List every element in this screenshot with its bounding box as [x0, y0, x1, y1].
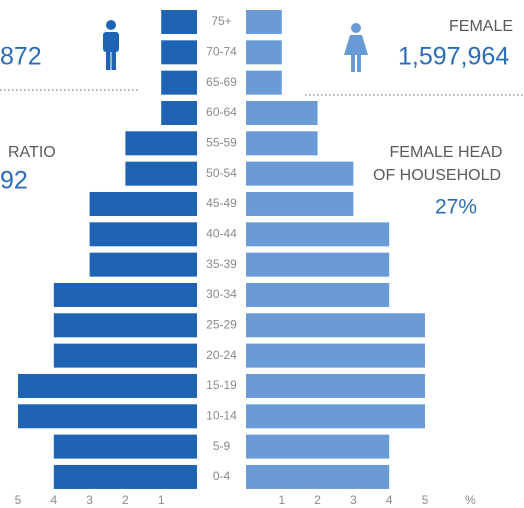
female-label: FEMALE	[449, 18, 513, 35]
male-total: 872	[0, 43, 42, 71]
x-tick-label: 1	[278, 493, 285, 507]
bar	[246, 70, 282, 95]
bar	[53, 313, 197, 338]
bar	[246, 464, 390, 489]
bar	[125, 161, 197, 186]
x-tick-label: 2	[314, 493, 321, 507]
x-tick-label: 1	[158, 493, 165, 507]
female-total: 1,597,964	[398, 43, 509, 71]
age-label: 65-69	[206, 75, 237, 89]
x-tick-label: 5	[422, 493, 429, 507]
ratio-label: RATIO	[8, 144, 56, 161]
age-label: 15-19	[206, 378, 237, 392]
age-label: 0-4	[213, 469, 231, 483]
bar	[18, 373, 197, 398]
age-label: 35-39	[206, 257, 237, 271]
bar	[246, 313, 425, 338]
age-label: 5-9	[213, 439, 231, 453]
x-tick-label: 5	[15, 493, 22, 507]
bar	[246, 40, 282, 65]
female-icon	[344, 23, 368, 72]
age-label: 45-49	[206, 196, 237, 210]
bar	[18, 404, 197, 429]
bar	[246, 161, 354, 186]
x-tick-label: 2	[122, 493, 129, 507]
age-label: 25-29	[206, 317, 237, 331]
bar	[246, 282, 390, 307]
x-tick-label: 3	[86, 493, 93, 507]
bar	[125, 131, 197, 156]
bar	[89, 191, 197, 216]
axis-unit: %	[465, 493, 476, 507]
bar	[161, 100, 197, 125]
age-label: 20-24	[206, 348, 237, 362]
bar	[246, 343, 425, 368]
bar	[246, 252, 390, 277]
bar	[53, 464, 197, 489]
bar	[246, 404, 425, 429]
x-tick-label: 4	[386, 493, 393, 507]
bar	[246, 191, 354, 216]
bar	[246, 373, 425, 398]
bar	[246, 100, 318, 125]
bar	[246, 222, 390, 247]
male-icon	[103, 20, 119, 70]
age-label: 55-59	[206, 135, 237, 149]
ratio-value: 92	[0, 167, 28, 195]
age-label: 50-54	[206, 166, 237, 180]
bar	[246, 131, 318, 156]
bar	[246, 10, 282, 34]
bar	[53, 434, 197, 459]
bar	[246, 434, 390, 459]
bar	[89, 222, 197, 247]
female-head-label: OF HOUSEHOLD	[373, 167, 501, 184]
bar	[89, 252, 197, 277]
age-label: 10-14	[206, 408, 237, 422]
x-tick-label: 4	[50, 493, 57, 507]
female-head-label: FEMALE HEAD	[390, 144, 503, 161]
x-tick-label: 3	[350, 493, 357, 507]
age-label: 75+	[211, 14, 231, 28]
female-head-value: 27%	[435, 196, 477, 219]
bar	[161, 10, 197, 34]
age-label: 60-64	[206, 105, 237, 119]
bar	[53, 343, 197, 368]
bar	[161, 70, 197, 95]
bar	[161, 40, 197, 65]
age-label: 70-74	[206, 45, 237, 59]
age-label: 30-34	[206, 287, 237, 301]
age-label: 40-44	[206, 226, 237, 240]
bar	[53, 282, 197, 307]
